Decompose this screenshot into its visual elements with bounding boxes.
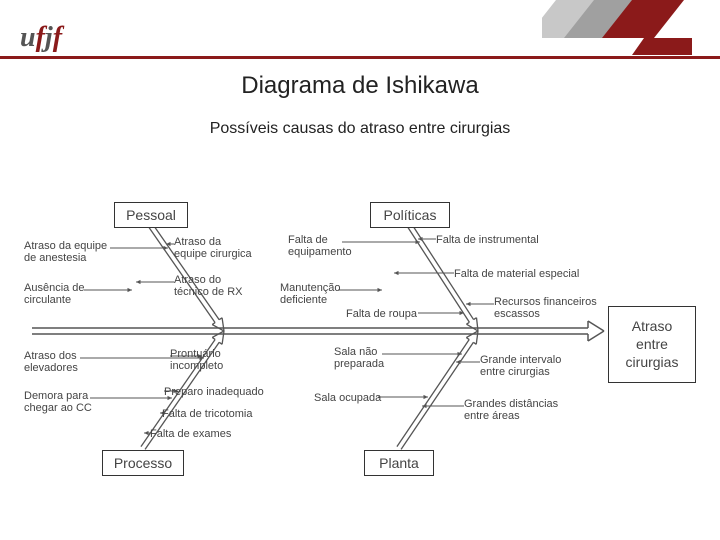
- effect-box: Atrasoentre cirurgias: [608, 306, 696, 383]
- category-box-planta: Planta: [364, 450, 434, 476]
- logo-f1: f: [36, 22, 45, 53]
- cause-label: Atraso daequipe cirurgica: [174, 236, 252, 260]
- cause-label: Recursos financeirosescassos: [494, 296, 597, 320]
- category-box-politicas: Políticas: [370, 202, 450, 228]
- cause-label: Atraso doselevadores: [24, 350, 78, 374]
- logo: ufjf: [20, 22, 62, 54]
- page-title: Diagrama de Ishikawa: [0, 72, 720, 100]
- cause-label: Falta de material especial: [454, 268, 579, 280]
- logo-f2: f: [53, 22, 62, 53]
- corner-parallelograms-icon: [542, 0, 692, 55]
- ishikawa-diagram: Pessoal Políticas Processo Planta Atrasoentr…: [24, 178, 696, 478]
- cause-label: Sala nãopreparada: [334, 346, 384, 370]
- cause-label: Ausência decirculante: [24, 282, 85, 306]
- logo-u: u: [20, 22, 36, 53]
- cause-label: Atraso da equipede anestesia: [24, 240, 107, 264]
- cause-label: Grandes distânciasentre áreas: [464, 398, 558, 422]
- logo-j: j: [45, 22, 53, 53]
- cause-label: Falta de instrumental: [436, 234, 539, 246]
- page-subtitle: Possíveis causas do atraso entre cirurgi…: [0, 120, 720, 138]
- cause-label: Falta de tricotomia: [162, 408, 252, 420]
- category-box-processo: Processo: [102, 450, 184, 476]
- category-box-pessoal: Pessoal: [114, 202, 188, 228]
- header-divider: [0, 56, 720, 59]
- cause-label: Manutençãodeficiente: [280, 282, 341, 306]
- cause-label: Demora parachegar ao CC: [24, 390, 92, 414]
- cause-label: Prontuárioincompleto: [170, 348, 223, 372]
- cause-label: Grande intervaloentre cirurgias: [480, 354, 561, 378]
- cause-label: Atraso dotécnico de RX: [174, 274, 242, 298]
- cause-label: Falta deequipamento: [288, 234, 352, 258]
- cause-label: Preparo inadequado: [164, 386, 264, 398]
- cause-label: Sala ocupada: [314, 392, 381, 404]
- cause-label: Falta de roupa: [346, 308, 417, 320]
- cause-label: Falta de exames: [150, 428, 231, 440]
